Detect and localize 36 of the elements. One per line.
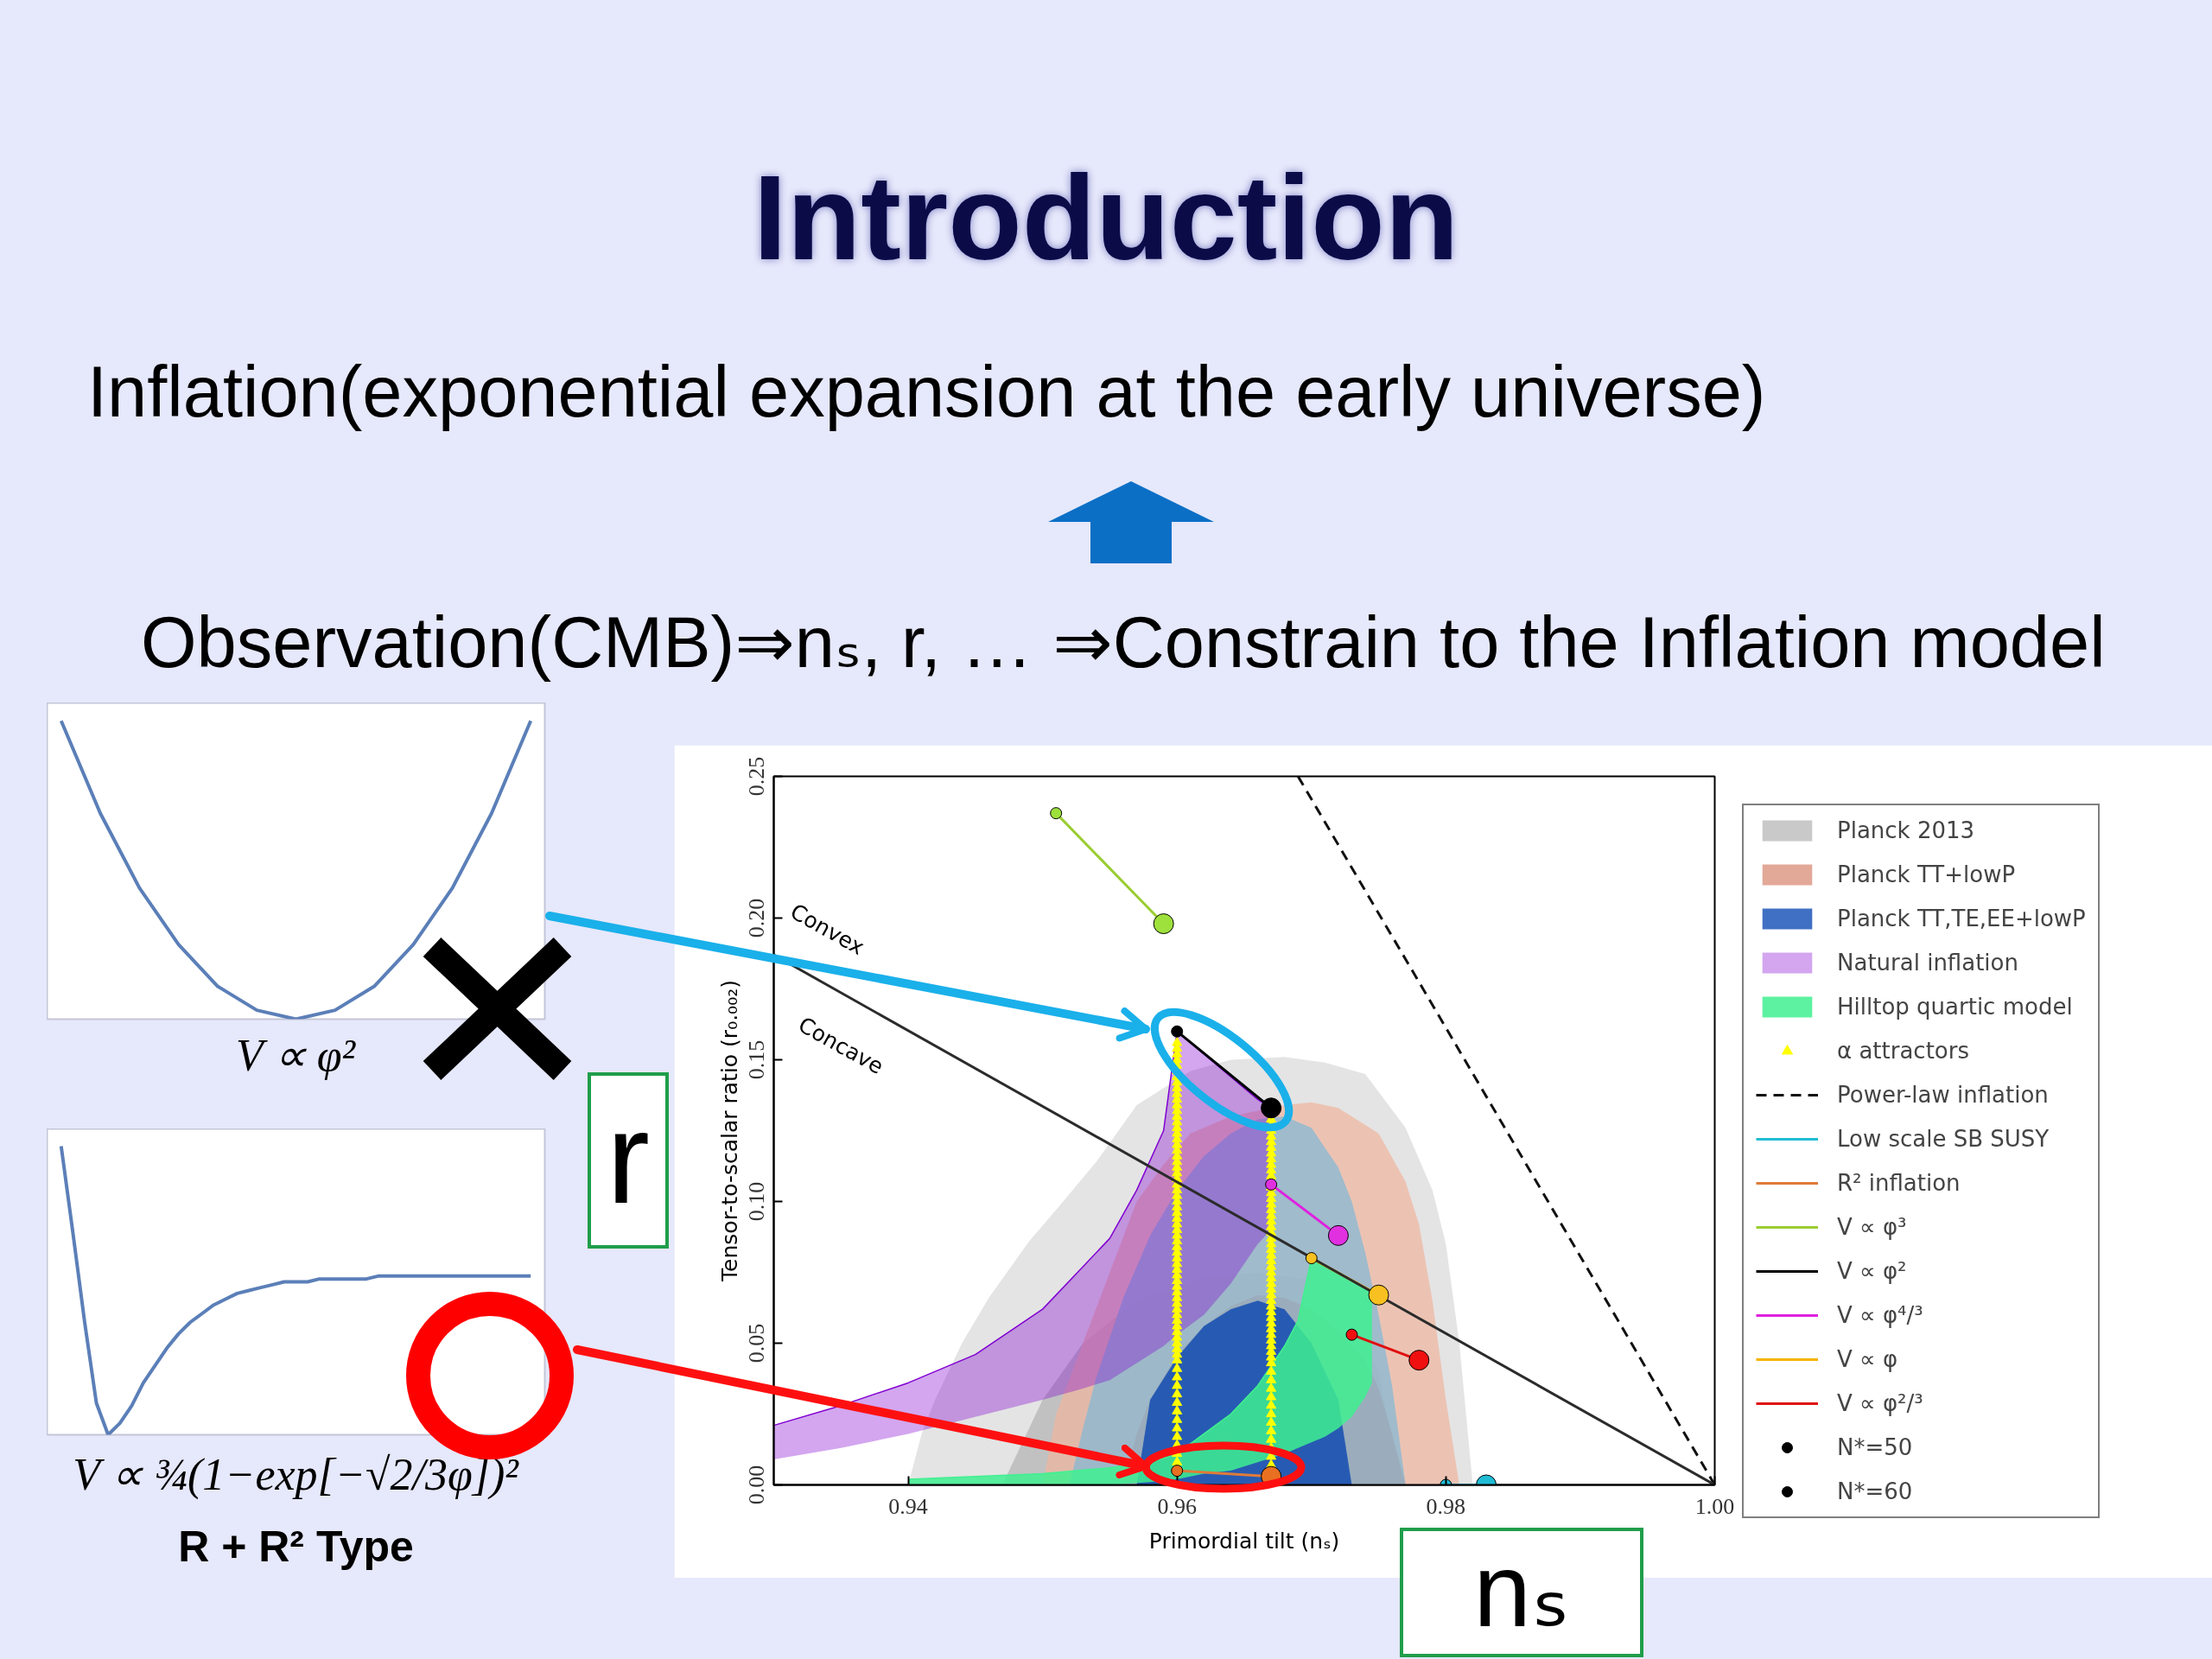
- legend-label: V ∝ φ²/³: [1837, 1390, 1923, 1416]
- legend-label: Natural inflation: [1837, 950, 2018, 976]
- legend-label: N*=50: [1837, 1434, 1913, 1460]
- legend-label: V ∝ φ: [1837, 1346, 1898, 1372]
- x-axis-title: V ∝ φ²: [235, 1030, 357, 1080]
- y-tick-label: 0.25: [743, 756, 769, 797]
- chart-subtitle: Inflation(exponential expansion at the early universe): [87, 352, 1766, 432]
- x-tick-label: 1.00: [1694, 1493, 1735, 1519]
- legend-label: α attractors: [1837, 1038, 1969, 1064]
- text: Observation(CMB)⇒nₛ, r, … ⇒Constrain to the Inflation model: [141, 602, 2106, 683]
- legend-label: Hilltop quartic model: [1837, 994, 2073, 1020]
- legend-label: N*=60: [1837, 1478, 1913, 1504]
- y-axis-title: Tensor-to-scalar ratio (r₀.₀₀₂): [716, 980, 742, 1282]
- legend-label: Planck TT,TE,EE+lowP: [1837, 906, 2086, 931]
- y-tick-label: 0.20: [743, 898, 769, 938]
- x-axis-title: V ∝ ¾(1−exp[−√2/3φ])²: [73, 1449, 520, 1500]
- legend-label: R² inflation: [1837, 1170, 1961, 1196]
- x-tick-label: 0.94: [888, 1493, 928, 1519]
- text: R + R² Type: [178, 1522, 414, 1571]
- legend-label: Power-law inflation: [1837, 1082, 2049, 1108]
- legend-label: Planck TT+lowP: [1837, 861, 2016, 887]
- x-tick-label: 0.96: [1157, 1493, 1197, 1519]
- legend-label: Planck 2013: [1837, 817, 1975, 843]
- y-tick-label: 0.00: [743, 1465, 769, 1505]
- chart-title: Introduction: [752, 149, 1460, 285]
- x-tick-label: 0.98: [1426, 1493, 1466, 1519]
- y-tick-label: 0.05: [743, 1323, 769, 1363]
- y-tick-label: 0.10: [743, 1181, 769, 1222]
- legend-label: V ∝ φ²: [1837, 1258, 1907, 1284]
- legend-label: Low scale SB SUSY: [1837, 1126, 2050, 1152]
- x-axis-title: Primordial tilt (nₛ): [1148, 1528, 1340, 1554]
- text: nₛ: [1400, 1528, 1643, 1657]
- legend-label: V ∝ φ⁴/³: [1837, 1302, 1923, 1328]
- legend-label: V ∝ φ³: [1837, 1214, 1907, 1240]
- y-tick-label: 0.15: [743, 1039, 769, 1080]
- text: r: [588, 1072, 669, 1249]
